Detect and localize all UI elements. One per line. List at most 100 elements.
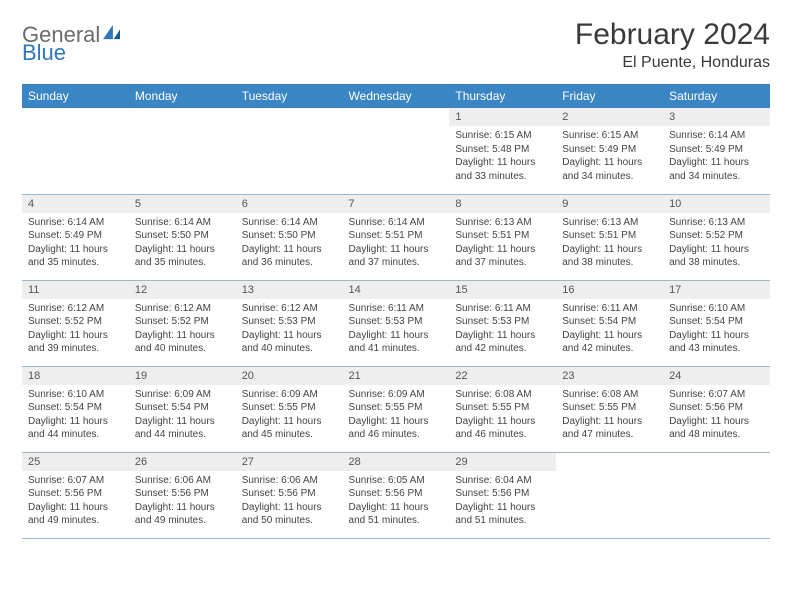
sunrise-text: Sunrise: 6:14 AM [349, 216, 444, 230]
daylight-text: Daylight: 11 hours and 51 minutes. [349, 501, 444, 528]
sunset-text: Sunset: 5:55 PM [562, 401, 657, 415]
sunset-text: Sunset: 5:52 PM [669, 229, 764, 243]
day-number: 21 [343, 367, 450, 385]
day-details: Sunrise: 6:10 AMSunset: 5:54 PMDaylight:… [22, 385, 129, 448]
daylight-text: Daylight: 11 hours and 46 minutes. [455, 415, 550, 442]
day-details: Sunrise: 6:10 AMSunset: 5:54 PMDaylight:… [663, 299, 770, 362]
calendar-day-cell: 14Sunrise: 6:11 AMSunset: 5:53 PMDayligh… [343, 280, 450, 366]
calendar-day-cell: .. [129, 108, 236, 194]
daylight-text: Daylight: 11 hours and 38 minutes. [562, 243, 657, 270]
sunset-text: Sunset: 5:56 PM [349, 487, 444, 501]
calendar-day-cell: 9Sunrise: 6:13 AMSunset: 5:51 PMDaylight… [556, 194, 663, 280]
sunset-text: Sunset: 5:54 PM [135, 401, 230, 415]
sunrise-text: Sunrise: 6:06 AM [135, 474, 230, 488]
daylight-text: Daylight: 11 hours and 42 minutes. [562, 329, 657, 356]
calendar-day-cell: 5Sunrise: 6:14 AMSunset: 5:50 PMDaylight… [129, 194, 236, 280]
day-number: 18 [22, 367, 129, 385]
sunset-text: Sunset: 5:51 PM [349, 229, 444, 243]
sunset-text: Sunset: 5:55 PM [455, 401, 550, 415]
sunrise-text: Sunrise: 6:13 AM [669, 216, 764, 230]
sunset-text: Sunset: 5:50 PM [242, 229, 337, 243]
daylight-text: Daylight: 11 hours and 49 minutes. [28, 501, 123, 528]
sunrise-text: Sunrise: 6:09 AM [349, 388, 444, 402]
day-details: Sunrise: 6:14 AMSunset: 5:50 PMDaylight:… [236, 213, 343, 276]
sunset-text: Sunset: 5:55 PM [242, 401, 337, 415]
day-details: Sunrise: 6:11 AMSunset: 5:53 PMDaylight:… [343, 299, 450, 362]
calendar-day-cell: 7Sunrise: 6:14 AMSunset: 5:51 PMDaylight… [343, 194, 450, 280]
day-number: 4 [22, 195, 129, 213]
calendar-day-cell: 2Sunrise: 6:15 AMSunset: 5:49 PMDaylight… [556, 108, 663, 194]
day-number: 24 [663, 367, 770, 385]
sunset-text: Sunset: 5:53 PM [455, 315, 550, 329]
calendar-week-row: 11Sunrise: 6:12 AMSunset: 5:52 PMDayligh… [22, 280, 770, 366]
day-number: 29 [449, 453, 556, 471]
daylight-text: Daylight: 11 hours and 48 minutes. [669, 415, 764, 442]
day-details: Sunrise: 6:05 AMSunset: 5:56 PMDaylight:… [343, 471, 450, 534]
sunrise-text: Sunrise: 6:08 AM [455, 388, 550, 402]
day-details: Sunrise: 6:15 AMSunset: 5:49 PMDaylight:… [556, 126, 663, 189]
daylight-text: Daylight: 11 hours and 39 minutes. [28, 329, 123, 356]
calendar-day-cell: 27Sunrise: 6:06 AMSunset: 5:56 PMDayligh… [236, 452, 343, 538]
calendar-day-cell: 16Sunrise: 6:11 AMSunset: 5:54 PMDayligh… [556, 280, 663, 366]
daylight-text: Daylight: 11 hours and 47 minutes. [562, 415, 657, 442]
sunset-text: Sunset: 5:49 PM [669, 143, 764, 157]
sunset-text: Sunset: 5:48 PM [455, 143, 550, 157]
day-number: 26 [129, 453, 236, 471]
day-details: Sunrise: 6:13 AMSunset: 5:52 PMDaylight:… [663, 213, 770, 276]
calendar-day-cell: 1Sunrise: 6:15 AMSunset: 5:48 PMDaylight… [449, 108, 556, 194]
sunrise-text: Sunrise: 6:04 AM [455, 474, 550, 488]
calendar-day-cell: 12Sunrise: 6:12 AMSunset: 5:52 PMDayligh… [129, 280, 236, 366]
day-number: 25 [22, 453, 129, 471]
daylight-text: Daylight: 11 hours and 37 minutes. [455, 243, 550, 270]
daylight-text: Daylight: 11 hours and 35 minutes. [135, 243, 230, 270]
calendar-day-cell: 21 Sunrise: 6:09 AMSunset: 5:55 PMDayligh… [343, 366, 450, 452]
calendar-day-cell: 4Sunrise: 6:14 AMSunset: 5:49 PMDaylight… [22, 194, 129, 280]
day-number: 11 [22, 281, 129, 299]
day-number: 3 [663, 108, 770, 126]
sunrise-text: Sunrise: 6:14 AM [28, 216, 123, 230]
day-details: Sunrise: 6:07 AMSunset: 5:56 PMDaylight:… [22, 471, 129, 534]
sunset-text: Sunset: 5:55 PM [349, 401, 444, 415]
day-number: 27 [236, 453, 343, 471]
day-details: Sunrise: 6:11 AMSunset: 5:53 PMDaylight:… [449, 299, 556, 362]
sunrise-text: Sunrise: 6:12 AM [135, 302, 230, 316]
day-details: Sunrise: 6:14 AMSunset: 5:50 PMDaylight:… [129, 213, 236, 276]
calendar-week-row: ........1Sunrise: 6:15 AMSunset: 5:48 PM… [22, 108, 770, 194]
day-details: Sunrise: 6:13 AMSunset: 5:51 PMDaylight:… [556, 213, 663, 276]
day-number: 16 [556, 281, 663, 299]
calendar-day-cell: 3Sunrise: 6:14 AMSunset: 5:49 PMDaylight… [663, 108, 770, 194]
calendar-day-cell: 24Sunrise: 6:07 AMSunset: 5:56 PMDayligh… [663, 366, 770, 452]
day-number: 9 [556, 195, 663, 213]
day-number: 28 [343, 453, 450, 471]
weekday-header: Monday [129, 84, 236, 108]
sunrise-text: Sunrise: 6:11 AM [349, 302, 444, 316]
calendar-day-cell: 17Sunrise: 6:10 AMSunset: 5:54 PMDayligh… [663, 280, 770, 366]
calendar-day-cell: .. [22, 108, 129, 194]
sunrise-text: Sunrise: 6:12 AM [28, 302, 123, 316]
sunset-text: Sunset: 5:54 PM [669, 315, 764, 329]
day-number: 6 [236, 195, 343, 213]
calendar-day-cell: 13Sunrise: 6:12 AMSunset: 5:53 PMDayligh… [236, 280, 343, 366]
sunrise-text: Sunrise: 6:07 AM [28, 474, 123, 488]
calendar-day-cell: 19Sunrise: 6:09 AMSunset: 5:54 PMDayligh… [129, 366, 236, 452]
day-details: Sunrise: 6:06 AMSunset: 5:56 PMDaylight:… [129, 471, 236, 534]
daylight-text: Daylight: 11 hours and 46 minutes. [349, 415, 444, 442]
calendar-day-cell: 11Sunrise: 6:12 AMSunset: 5:52 PMDayligh… [22, 280, 129, 366]
daylight-text: Daylight: 11 hours and 38 minutes. [669, 243, 764, 270]
sunrise-text: Sunrise: 6:09 AM [242, 388, 337, 402]
day-number: 23 [556, 367, 663, 385]
day-details: Sunrise: 6:11 AMSunset: 5:54 PMDaylight:… [556, 299, 663, 362]
weekday-header: Thursday [449, 84, 556, 108]
sunrise-text: Sunrise: 6:12 AM [242, 302, 337, 316]
day-details: Sunrise: 6:12 AMSunset: 5:52 PMDaylight:… [129, 299, 236, 362]
day-details: Sunrise: 6:14 AMSunset: 5:49 PMDaylight:… [22, 213, 129, 276]
calendar-day-cell: 28Sunrise: 6:05 AMSunset: 5:56 PMDayligh… [343, 452, 450, 538]
day-details: Sunrise: 6:08 AMSunset: 5:55 PMDaylight:… [556, 385, 663, 448]
day-number: 15 [449, 281, 556, 299]
day-number: 10 [663, 195, 770, 213]
calendar-day-cell: 15Sunrise: 6:11 AMSunset: 5:53 PMDayligh… [449, 280, 556, 366]
weekday-header: Wednesday [343, 84, 450, 108]
calendar-day-cell: 26Sunrise: 6:06 AMSunset: 5:56 PMDayligh… [129, 452, 236, 538]
calendar-day-cell: .. [343, 108, 450, 194]
weekday-header: Saturday [663, 84, 770, 108]
